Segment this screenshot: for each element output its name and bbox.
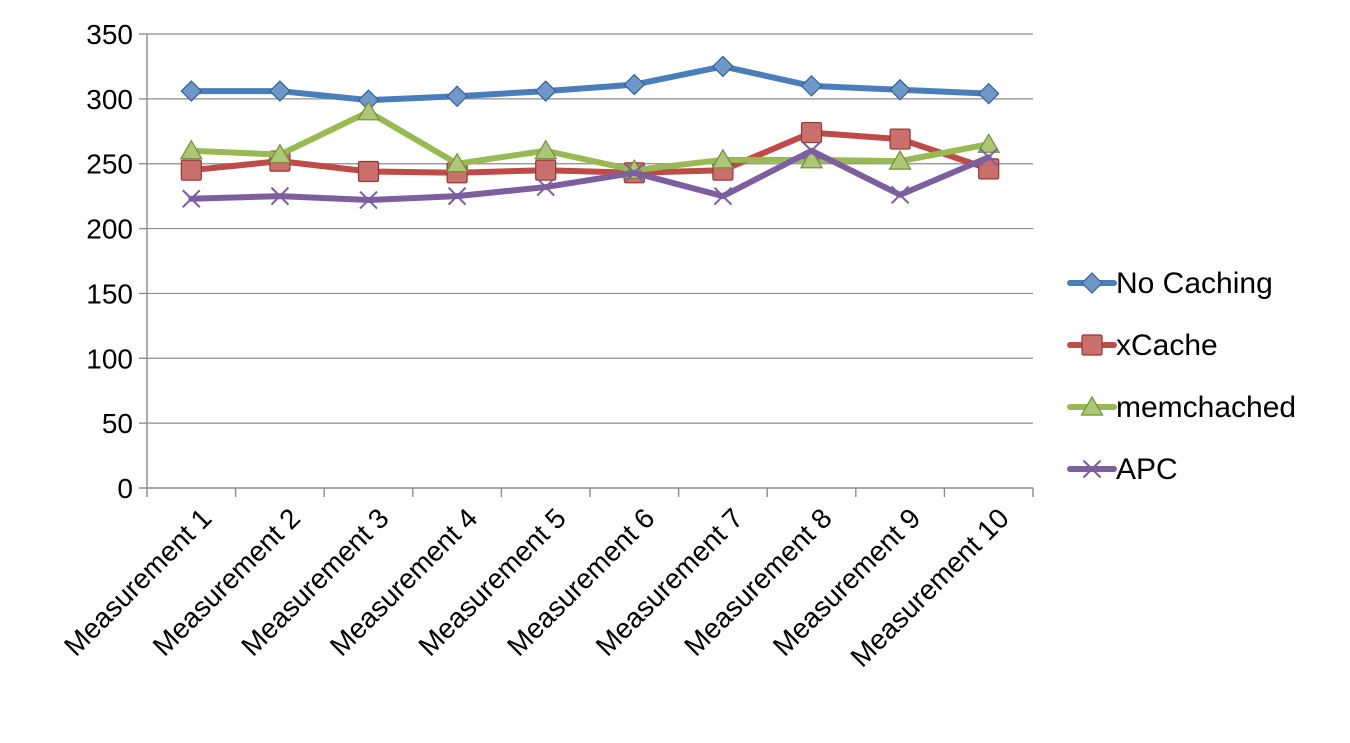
data-point-no-caching [889, 78, 911, 101]
series-line-no-caching [188, 63, 992, 104]
y-tick-label: 200 [86, 214, 133, 245]
legend-marker [1081, 272, 1103, 294]
data-point-no-caching [977, 82, 1000, 105]
data-point-memchached [356, 100, 381, 121]
series-line-apc [188, 147, 992, 204]
legend-item-memchached: memchached [1067, 391, 1296, 424]
x-tick-label: Measurement 1 [58, 502, 217, 661]
data-point-memchached [799, 148, 824, 169]
data-point-memchached [445, 152, 469, 173]
legend-marker [1081, 334, 1103, 356]
data-point-apc [625, 163, 644, 183]
data-point-apc [359, 190, 378, 210]
data-point-apc [802, 141, 821, 160]
data-point-memchached [268, 143, 292, 164]
data-point-memchached [711, 148, 735, 169]
data-point-apc [182, 189, 201, 208]
series-memchached [179, 100, 1001, 179]
legend-marker [1080, 395, 1104, 416]
series-line-memchached [188, 108, 992, 174]
axis-layer: 0 50 100 150 200 250 300 350 Measurement 1 Measur… [58, 19, 1034, 673]
series-no-caching [180, 55, 1000, 112]
y-tick-label: 0 [117, 473, 133, 504]
data-point-no-caching [800, 75, 823, 97]
y-tick-label: 250 [86, 149, 133, 180]
data-point-xcache [889, 128, 911, 150]
data-point-no-caching [534, 80, 557, 102]
data-point-apc [270, 186, 290, 206]
data-point-apc [536, 177, 555, 197]
data-point-apc [890, 185, 910, 205]
data-point-no-caching [623, 73, 646, 96]
y-tick-label: 50 [102, 408, 133, 439]
legend-label: memchached [1116, 391, 1296, 424]
data-point-no-caching [180, 80, 203, 102]
legend: No Caching xCache memchached APC [1067, 267, 1296, 486]
data-point-memchached [179, 139, 203, 160]
y-tick-label: 150 [86, 278, 133, 309]
data-point-apc [979, 148, 998, 167]
data-point-no-caching [712, 55, 734, 78]
x-tick-label: Measurement 10 [844, 502, 1014, 672]
legend-item-xcache: xCache [1067, 329, 1218, 362]
series-line-xcache [188, 129, 992, 176]
data-point-memchached [888, 149, 912, 170]
data-point-xcache [180, 159, 202, 181]
legend-item-no-caching: No Caching [1067, 267, 1273, 300]
legend-label: APC [1116, 453, 1178, 486]
legend-item-apc: APC [1067, 453, 1178, 486]
y-tick-label: 350 [86, 19, 133, 50]
data-point-apc [447, 186, 467, 206]
series-apc [182, 141, 998, 210]
y-tick-label: 300 [86, 84, 133, 115]
series-layer [179, 55, 1001, 210]
data-point-memchached [534, 139, 558, 160]
legend-marker [1082, 459, 1102, 479]
legend-label: No Caching [1116, 267, 1273, 300]
data-point-no-caching [446, 85, 468, 108]
data-point-apc [713, 186, 733, 206]
series-xcache [180, 121, 1000, 184]
y-tick-label: 100 [86, 343, 133, 374]
data-point-xcache [800, 121, 823, 144]
legend-label: xCache [1116, 329, 1218, 362]
data-point-no-caching [269, 80, 291, 102]
data-point-xcache [535, 159, 557, 181]
data-point-memchached [977, 133, 1001, 153]
data-point-xcache [357, 160, 380, 183]
